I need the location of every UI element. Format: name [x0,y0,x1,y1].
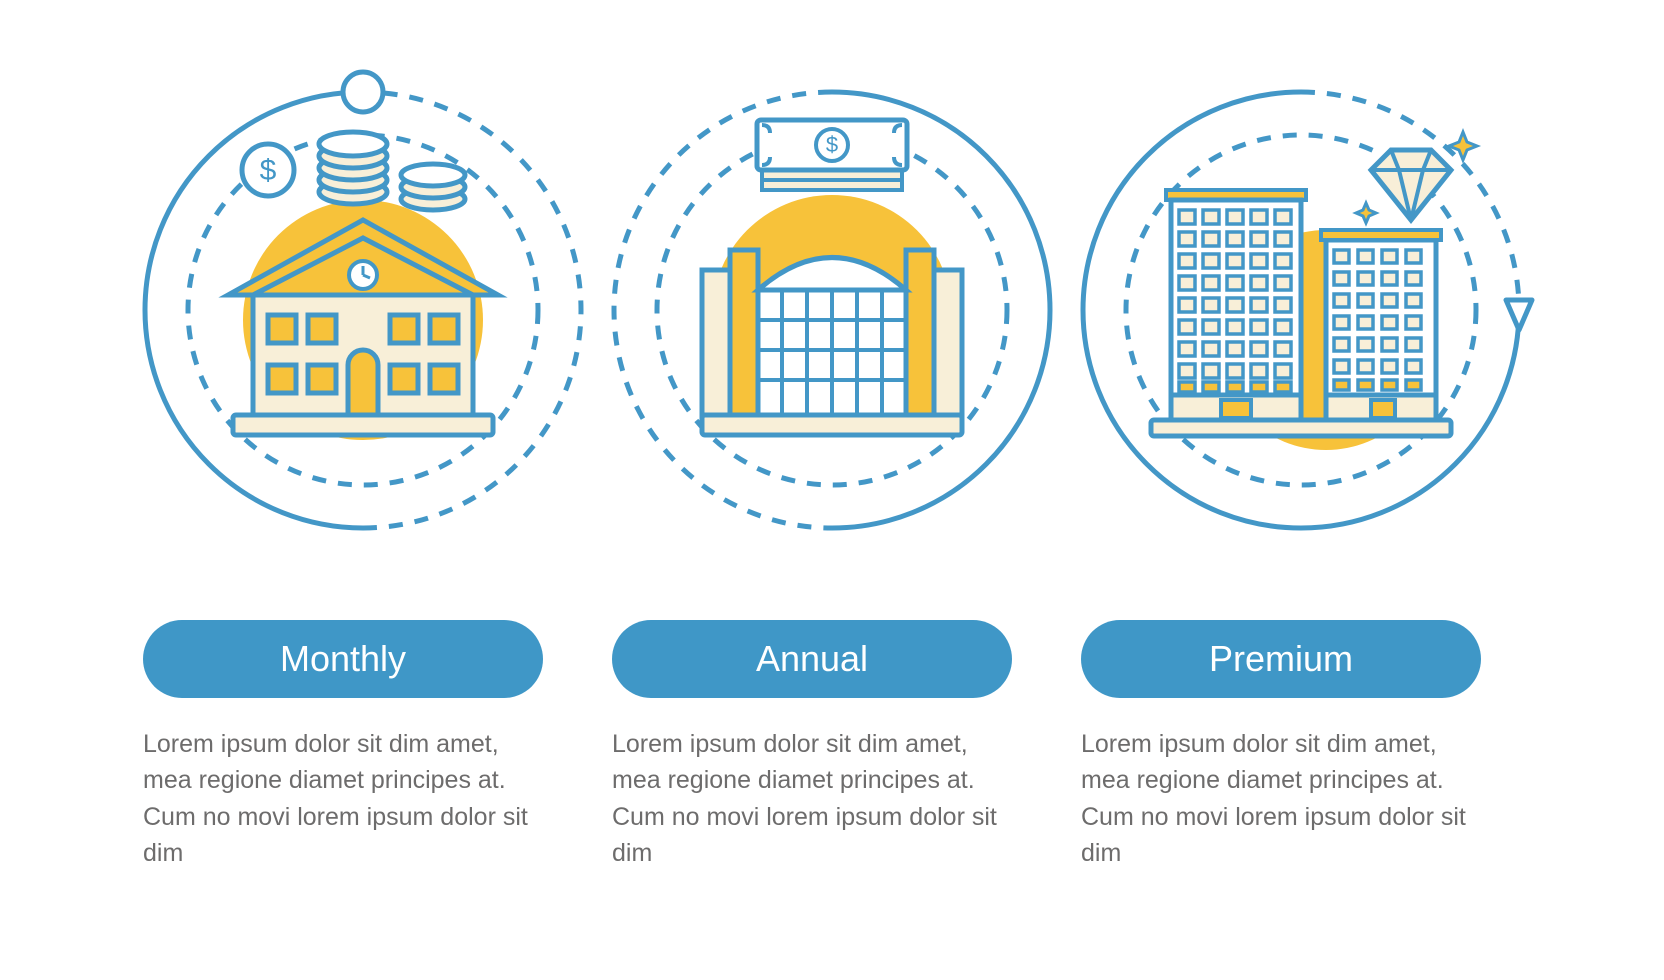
node-annual [614,92,1050,528]
label-text: Annual [756,638,868,680]
bank-cash-icon [702,120,962,435]
node-monthly [145,72,581,528]
description-monthly: Lorem ipsum dolor sit dim amet, mea regi… [143,726,531,871]
label-text: Monthly [280,638,406,680]
label-text: Premium [1209,638,1353,680]
infographic-stage: $ [0,0,1664,980]
flow-arrowhead-icon [1506,300,1532,330]
label-pill-premium: Premium [1081,620,1481,698]
skyscraper-diamond-icon [1151,132,1477,450]
label-pill-monthly: Monthly [143,620,543,698]
description-annual: Lorem ipsum dolor sit dim amet, mea regi… [612,726,1000,871]
node-premium [1083,92,1532,528]
label-pill-annual: Annual [612,620,1012,698]
house-coins-icon [228,132,498,440]
description-premium: Lorem ipsum dolor sit dim amet, mea regi… [1081,726,1469,871]
